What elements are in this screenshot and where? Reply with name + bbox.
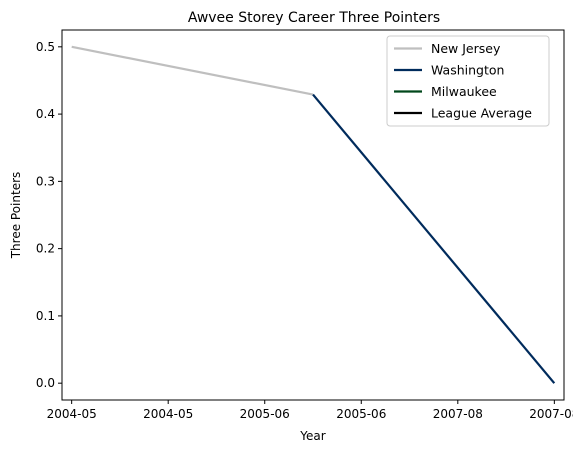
series-layer xyxy=(71,45,556,384)
y-axis: 0.0 0.1 0.2 0.3 0.4 0.5 xyxy=(36,40,62,390)
y-tick-label: 0.2 xyxy=(36,242,55,256)
legend: New Jersey Washington Milwaukee League Aver… xyxy=(386,35,550,127)
legend-entry: Milwaukee xyxy=(431,84,497,99)
legend-entry: League Average xyxy=(431,106,532,121)
x-tick-label: 2005-06 xyxy=(240,407,290,421)
legend-frame xyxy=(386,35,550,127)
legend-entry: New Jersey xyxy=(431,41,501,56)
y-tick-label: 0.3 xyxy=(36,174,55,188)
y-tick-label: 0.1 xyxy=(36,309,55,323)
x-tick-label: 2004-05 xyxy=(143,407,193,421)
x-tick-label: 2004-05 xyxy=(47,407,97,421)
x-axis: 2004-05 2004-05 2005-06 2005-06 2007-08 2007-… xyxy=(47,400,573,421)
x-axis-label: Year xyxy=(299,429,325,443)
x-tick-label: 2007-08 xyxy=(529,407,573,421)
legend-entry: Washington xyxy=(431,63,504,78)
y-axis-label: Three Pointers xyxy=(9,172,23,260)
series-line-washington xyxy=(312,93,556,384)
chart-title: Awvee Storey Career Three Pointers xyxy=(188,10,440,26)
y-tick-label: 0.0 xyxy=(36,376,55,390)
x-tick-label: 2005-06 xyxy=(336,407,386,421)
y-tick-label: 0.4 xyxy=(36,107,55,121)
y-tick-label: 0.5 xyxy=(36,40,55,54)
x-tick-label: 2007-08 xyxy=(433,407,483,421)
series-line-new-jersey xyxy=(71,45,314,96)
